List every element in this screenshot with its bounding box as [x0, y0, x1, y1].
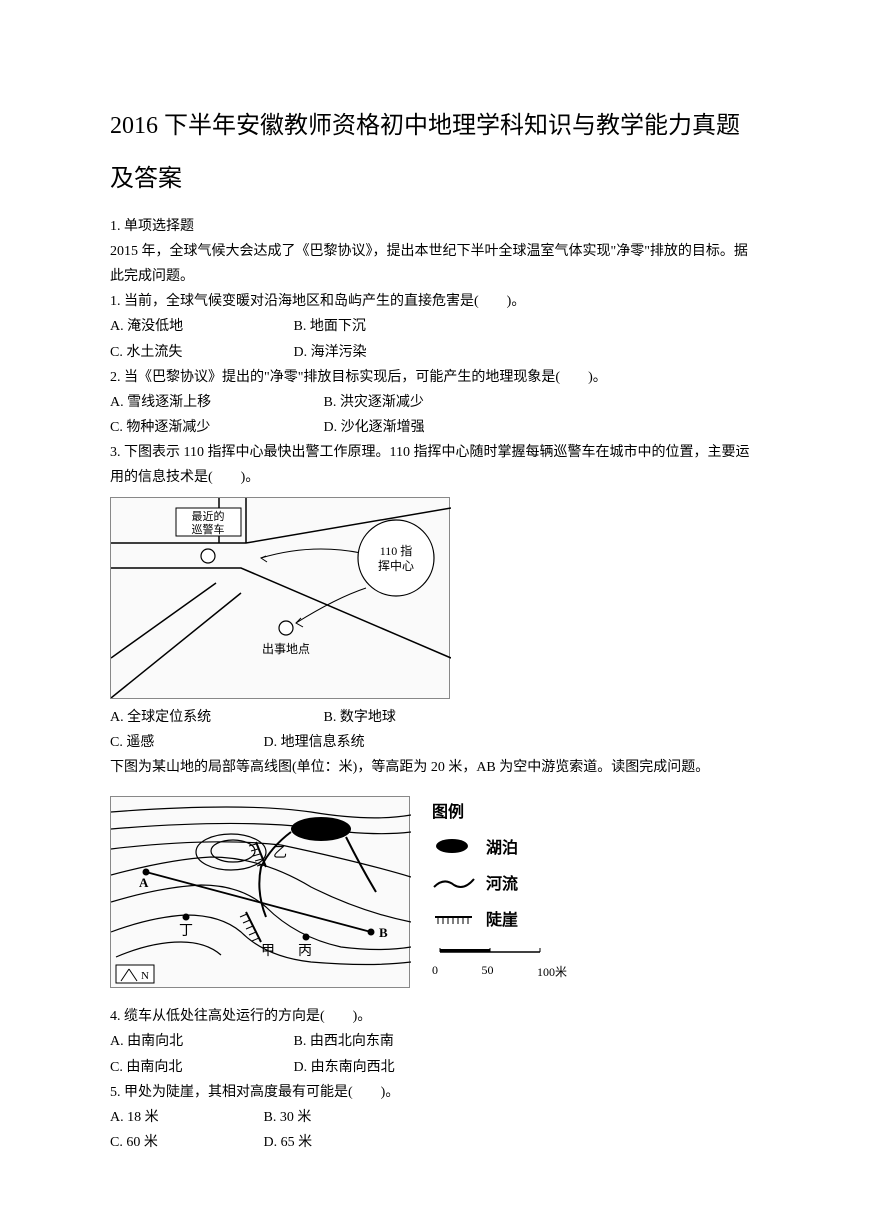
option-4a: A. 由南向北: [110, 1029, 290, 1054]
legend-lake: 湖泊: [486, 834, 518, 858]
option-5c: C. 60 米: [110, 1130, 260, 1155]
section-heading: 1. 单项选择题: [110, 214, 759, 239]
question-1-options-row-2: C. 水土流失 D. 海洋污染: [110, 340, 759, 365]
option-1b: B. 地面下沉: [294, 314, 366, 339]
lake-icon: [291, 817, 351, 841]
figure-contour-map: A B 乙 丁 甲 丙 N: [110, 796, 410, 988]
point-b-label: B: [379, 925, 388, 940]
label-center-line2: 挥中心: [378, 558, 414, 573]
scale-50: 50: [481, 963, 493, 980]
legend-river: 河流: [486, 870, 518, 894]
question-3-options-row-1: A. 全球定位系统 B. 数字地球: [110, 705, 759, 730]
label-patrol-line1: 最近的: [192, 509, 225, 523]
question-3-stem: 3. 下图表示 110 指挥中心最快出警工作原理。110 指挥中心随时掌握每辆巡…: [110, 440, 759, 490]
figure-110-diagram: 最近的 巡警车 110 指 挥中心 出事地点: [110, 497, 450, 699]
question-2-stem: 2. 当《巴黎协议》提出的"净零"排放目标实现后，可能产生的地理现象是( )。: [110, 365, 759, 390]
figure-legend: 图例 湖泊 河流 陡崖 0: [410, 790, 567, 980]
option-1d: D. 海洋污染: [294, 340, 367, 365]
question-1-options-row-1: A. 淹没低地 B. 地面下沉: [110, 314, 759, 339]
option-3d: D. 地理信息系统: [264, 730, 365, 755]
question-2-options-row-2: C. 物种逐渐减少 D. 沙化逐渐增强: [110, 415, 759, 440]
legend-cliff: 陡崖: [486, 906, 518, 930]
label-yi: 乙: [273, 845, 287, 861]
question-2-options-row-1: A. 雪线逐渐上移 B. 洪灾逐渐减少: [110, 390, 759, 415]
option-3c: C. 遥感: [110, 730, 260, 755]
question-5-stem: 5. 甲处为陡崖，其相对高度最有可能是( )。: [110, 1080, 759, 1105]
label-incident: 出事地点: [262, 642, 310, 656]
intro-paragraph-1: 2015 年，全球气候大会达成了《巴黎协议》，提出本世纪下半叶全球温室气体实现"…: [110, 239, 759, 289]
option-2c: C. 物种逐渐减少: [110, 415, 320, 440]
scale-0: 0: [432, 963, 438, 980]
intro-paragraph-2: 下图为某山地的局部等高线图(单位：米)，等高距为 20 米，AB 为空中游览索道…: [110, 755, 759, 780]
patrol-car-icon: [201, 549, 215, 563]
legend-title: 图例: [432, 798, 567, 822]
north-label: N: [141, 970, 149, 982]
option-5a: A. 18 米: [110, 1105, 260, 1130]
option-4c: C. 由南向北: [110, 1055, 290, 1080]
question-4-options-row-1: A. 由南向北 B. 由西北向东南: [110, 1029, 759, 1054]
page-title: 2016 下半年安徽教师资格初中地理学科知识与教学能力真题及答案: [110, 100, 759, 206]
question-5-options-row-1: A. 18 米 B. 30 米: [110, 1105, 759, 1130]
question-4-options-row-2: C. 由南向北 D. 由东南向西北: [110, 1055, 759, 1080]
question-1-stem: 1. 当前，全球气候变暖对沿海地区和岛屿产生的直接危害是( )。: [110, 289, 759, 314]
option-2d: D. 沙化逐渐增强: [324, 415, 425, 440]
question-3-options-row-2: C. 遥感 D. 地理信息系统: [110, 730, 759, 755]
option-3a: A. 全球定位系统: [110, 705, 320, 730]
option-2a: A. 雪线逐渐上移: [110, 390, 320, 415]
option-2b: B. 洪灾逐渐减少: [324, 390, 424, 415]
point-a-label: A: [139, 875, 149, 890]
cliff-jia: [240, 912, 261, 942]
label-patrol-line2: 巡警车: [192, 522, 225, 536]
option-3b: B. 数字地球: [324, 705, 396, 730]
option-1c: C. 水土流失: [110, 340, 290, 365]
incident-icon: [279, 621, 293, 635]
command-center-icon: [358, 520, 434, 596]
label-bing: 丙: [298, 944, 312, 959]
option-5b: B. 30 米: [264, 1105, 312, 1130]
question-4-stem: 4. 缆车从低处往高处运行的方向是( )。: [110, 1004, 759, 1029]
option-4d: D. 由东南向西北: [294, 1055, 395, 1080]
scale-100: 100米: [537, 963, 567, 980]
question-5-options-row-2: C. 60 米 D. 65 米: [110, 1130, 759, 1155]
option-5d: D. 65 米: [264, 1130, 313, 1155]
label-jia: 甲: [261, 944, 275, 959]
label-center-line1: 110 指: [380, 543, 413, 558]
option-1a: A. 淹没低地: [110, 314, 290, 339]
option-4b: B. 由西北向东南: [294, 1029, 394, 1054]
label-ding: 丁: [179, 924, 193, 939]
